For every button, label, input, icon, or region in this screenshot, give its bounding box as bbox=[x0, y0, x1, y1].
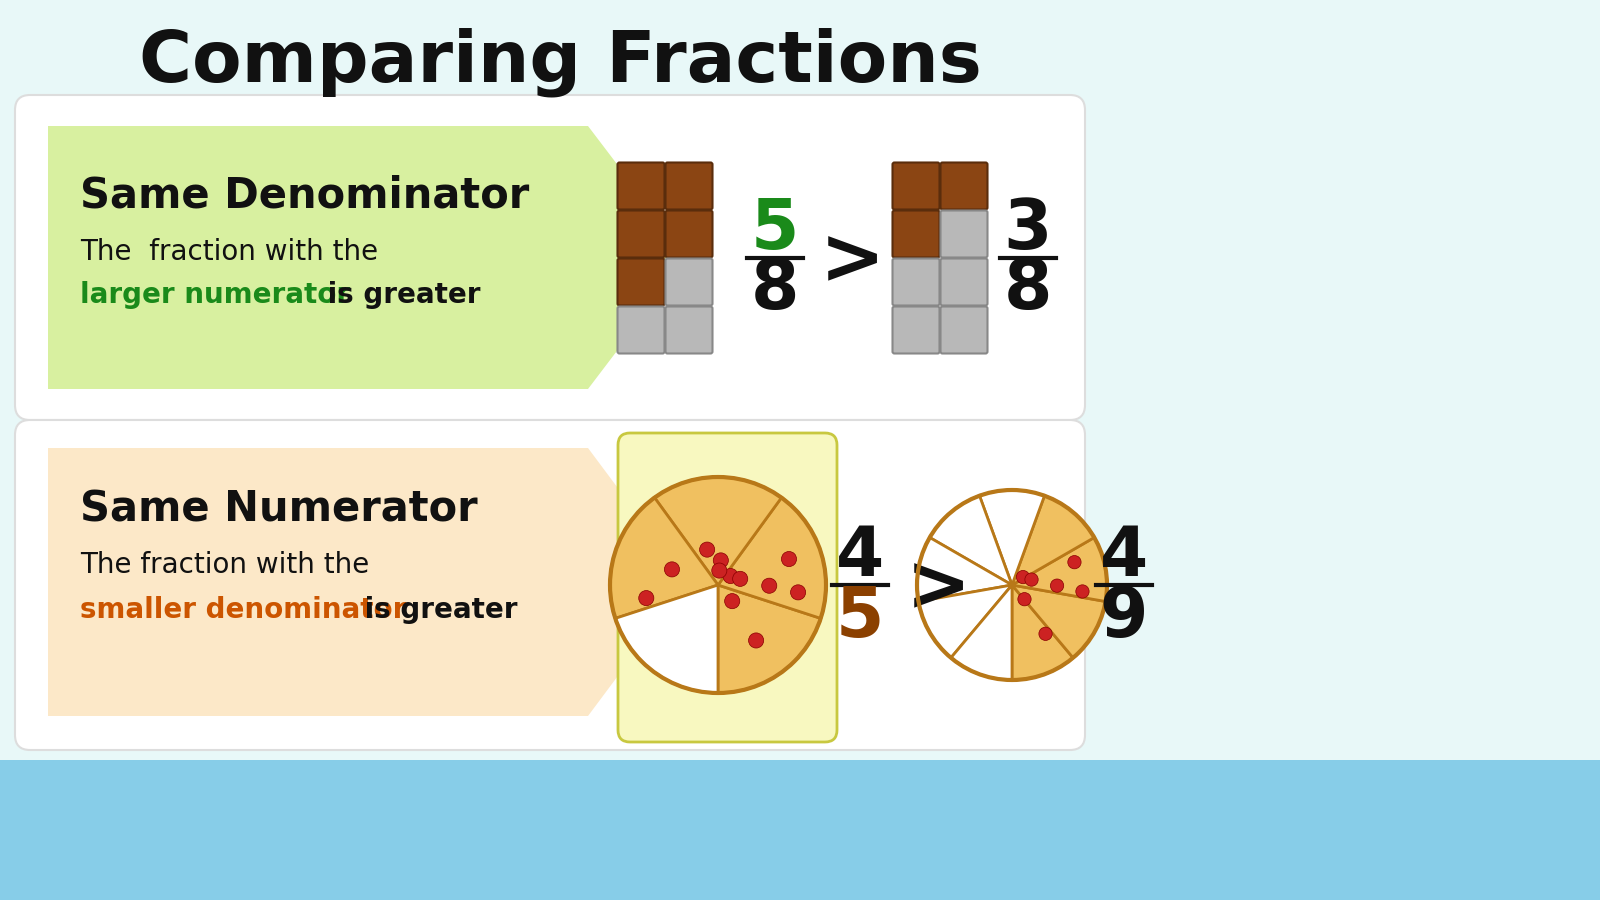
Wedge shape bbox=[616, 585, 718, 693]
FancyBboxPatch shape bbox=[618, 433, 837, 742]
Text: The  fraction with the: The fraction with the bbox=[80, 238, 378, 266]
Circle shape bbox=[1018, 592, 1030, 606]
Text: 4: 4 bbox=[835, 524, 885, 590]
Circle shape bbox=[714, 553, 728, 568]
Text: larger numerator: larger numerator bbox=[80, 281, 350, 309]
FancyBboxPatch shape bbox=[941, 258, 987, 305]
FancyBboxPatch shape bbox=[618, 211, 664, 257]
Circle shape bbox=[781, 552, 797, 567]
Text: smaller denominator: smaller denominator bbox=[80, 596, 406, 624]
Wedge shape bbox=[610, 498, 718, 618]
Text: 8: 8 bbox=[1003, 256, 1053, 323]
FancyBboxPatch shape bbox=[941, 163, 987, 210]
Text: >: > bbox=[906, 550, 971, 626]
Circle shape bbox=[1075, 585, 1090, 598]
FancyBboxPatch shape bbox=[666, 211, 712, 257]
Polygon shape bbox=[48, 448, 688, 716]
FancyBboxPatch shape bbox=[941, 211, 987, 257]
Text: 5: 5 bbox=[750, 196, 798, 264]
Text: 4: 4 bbox=[1099, 524, 1149, 590]
Circle shape bbox=[1016, 571, 1030, 584]
Wedge shape bbox=[930, 496, 1013, 585]
Wedge shape bbox=[1013, 537, 1107, 601]
Wedge shape bbox=[1013, 585, 1106, 658]
Circle shape bbox=[1038, 627, 1053, 641]
Circle shape bbox=[790, 585, 806, 600]
FancyBboxPatch shape bbox=[893, 211, 939, 257]
Wedge shape bbox=[1013, 585, 1074, 680]
Circle shape bbox=[1067, 555, 1082, 569]
Circle shape bbox=[699, 542, 715, 557]
Circle shape bbox=[762, 578, 776, 593]
Text: is greater: is greater bbox=[318, 281, 480, 309]
Wedge shape bbox=[979, 490, 1045, 585]
Text: Comparing Fractions: Comparing Fractions bbox=[139, 27, 981, 97]
Wedge shape bbox=[918, 585, 1013, 658]
Text: Same Denominator: Same Denominator bbox=[80, 175, 530, 217]
Circle shape bbox=[638, 590, 654, 606]
FancyBboxPatch shape bbox=[941, 307, 987, 354]
Wedge shape bbox=[950, 585, 1013, 680]
Polygon shape bbox=[0, 760, 1600, 900]
Text: 3: 3 bbox=[1003, 196, 1053, 264]
Circle shape bbox=[749, 633, 763, 648]
Text: Same Numerator: Same Numerator bbox=[80, 489, 478, 531]
Text: The fraction with the: The fraction with the bbox=[80, 551, 370, 579]
FancyBboxPatch shape bbox=[893, 163, 939, 210]
FancyBboxPatch shape bbox=[618, 163, 664, 210]
FancyBboxPatch shape bbox=[14, 95, 1085, 420]
Wedge shape bbox=[917, 537, 1013, 601]
FancyBboxPatch shape bbox=[618, 307, 664, 354]
Text: 5: 5 bbox=[835, 583, 885, 651]
Circle shape bbox=[1051, 579, 1064, 592]
FancyBboxPatch shape bbox=[666, 307, 712, 354]
Circle shape bbox=[1026, 573, 1038, 586]
Circle shape bbox=[664, 562, 680, 577]
FancyBboxPatch shape bbox=[893, 258, 939, 305]
Text: >: > bbox=[819, 223, 885, 299]
Circle shape bbox=[712, 563, 726, 578]
Text: 8: 8 bbox=[750, 256, 798, 323]
Circle shape bbox=[725, 594, 739, 608]
Text: is greater: is greater bbox=[355, 596, 517, 624]
Circle shape bbox=[733, 572, 747, 587]
FancyBboxPatch shape bbox=[666, 163, 712, 210]
Wedge shape bbox=[654, 477, 781, 585]
FancyBboxPatch shape bbox=[618, 258, 664, 305]
Wedge shape bbox=[718, 585, 821, 693]
Wedge shape bbox=[1013, 496, 1094, 585]
Circle shape bbox=[723, 569, 738, 583]
FancyBboxPatch shape bbox=[893, 307, 939, 354]
FancyBboxPatch shape bbox=[666, 258, 712, 305]
Polygon shape bbox=[48, 126, 688, 389]
FancyBboxPatch shape bbox=[14, 420, 1085, 750]
Wedge shape bbox=[718, 498, 826, 618]
Text: 9: 9 bbox=[1099, 583, 1149, 651]
